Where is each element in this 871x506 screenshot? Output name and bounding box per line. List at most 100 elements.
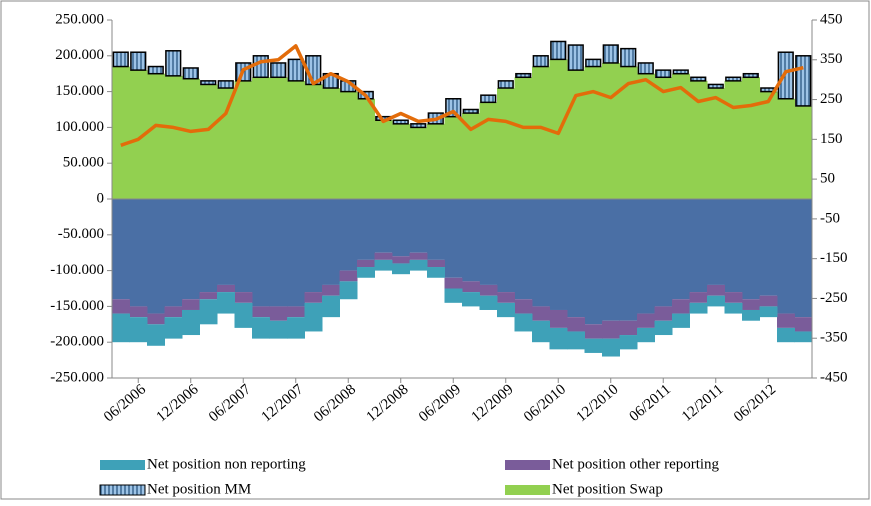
area-segment xyxy=(129,317,148,343)
y2-tick-label: -450 xyxy=(820,369,848,385)
area-segment xyxy=(532,320,550,343)
area-segment xyxy=(199,292,218,300)
area-segment xyxy=(182,199,200,300)
mm-bar xyxy=(707,83,724,89)
mm-bar xyxy=(602,44,619,64)
y2-tick-label: -350 xyxy=(820,330,848,346)
area-segment xyxy=(269,320,288,339)
x-tick-label: 12/2010 xyxy=(574,381,622,425)
y-tick-label: -100.000 xyxy=(50,262,104,278)
mm-bar xyxy=(690,76,707,82)
area-segment xyxy=(602,62,620,200)
area-segment xyxy=(672,199,690,300)
area-segment xyxy=(742,309,760,321)
area-segment xyxy=(252,317,270,339)
mm-bar xyxy=(620,47,637,68)
y2-tick-label: 150 xyxy=(820,131,843,147)
area-segment xyxy=(462,199,480,282)
y-tick-label: 250.000 xyxy=(55,11,104,27)
area-segment xyxy=(637,327,655,343)
area-segment xyxy=(444,288,463,303)
legend-label: Net position MM xyxy=(147,481,251,497)
area-segment xyxy=(707,88,725,199)
area-segment xyxy=(794,105,813,199)
y2-tick-label: -150 xyxy=(820,250,848,266)
legend-label: Net position non reporting xyxy=(147,456,306,472)
area-segment xyxy=(374,252,393,260)
area-segment xyxy=(654,77,673,199)
area-segment xyxy=(357,259,375,268)
y-tick-label: -50.000 xyxy=(58,226,104,242)
area-segment xyxy=(199,299,218,325)
area-segment xyxy=(497,302,515,318)
area-segment xyxy=(409,127,428,199)
area-segment xyxy=(707,295,725,307)
area-segment xyxy=(514,313,533,332)
price-line xyxy=(120,44,804,147)
area-segment xyxy=(602,199,620,321)
area-segment xyxy=(252,77,270,199)
area-segment xyxy=(357,267,375,278)
mm-bar xyxy=(795,55,812,107)
area-segment xyxy=(689,302,708,314)
area-segment xyxy=(147,324,165,346)
area-segment xyxy=(654,306,673,321)
mm-bar xyxy=(165,50,182,77)
legend-label: Net position other reporting xyxy=(552,456,720,472)
area-segment xyxy=(322,88,340,199)
area-segment xyxy=(497,199,515,293)
area-segment xyxy=(619,320,638,336)
area-segment xyxy=(549,309,568,328)
y-tick-label: 150.000 xyxy=(55,83,104,99)
area-segment xyxy=(287,80,305,199)
area-segment xyxy=(339,199,358,271)
area-segment xyxy=(304,302,323,332)
area-segment xyxy=(672,73,690,199)
x-tick-label: 12/2008 xyxy=(364,381,412,425)
area-segment xyxy=(427,123,445,199)
area-segment xyxy=(112,313,130,343)
area-segment xyxy=(497,88,515,199)
area-segment xyxy=(742,299,760,310)
mm-bar xyxy=(672,69,689,75)
area-segment xyxy=(602,338,620,357)
area-segment xyxy=(392,199,410,257)
area-segment xyxy=(112,299,130,314)
area-segment xyxy=(777,199,795,314)
y-tick-label: 50.000 xyxy=(63,155,104,171)
area-segment xyxy=(672,313,690,328)
area-segment xyxy=(707,199,725,285)
area-segment xyxy=(514,299,533,314)
area-segment xyxy=(637,199,655,314)
mm-bar xyxy=(200,80,217,86)
area-segment xyxy=(497,292,515,303)
area-segment xyxy=(217,292,235,314)
area-segment xyxy=(462,281,480,293)
legend-swatch xyxy=(100,460,145,470)
area-segment xyxy=(129,306,148,318)
y2-tick-label: 50 xyxy=(820,171,835,187)
area-segment xyxy=(619,66,638,199)
area-segment xyxy=(567,317,585,332)
area-segment xyxy=(112,66,130,199)
area-segment xyxy=(252,199,270,307)
y-tick-label: 100.000 xyxy=(55,119,104,135)
x-tick-label: 12/2009 xyxy=(469,381,517,425)
area-segment xyxy=(567,331,585,350)
y2-tick-label: -50 xyxy=(820,210,840,226)
area-segment xyxy=(584,199,603,325)
area-segment xyxy=(182,78,200,199)
area-segment xyxy=(269,306,288,321)
mm-bar xyxy=(252,55,269,79)
area-segment xyxy=(619,335,638,350)
area-segment xyxy=(724,199,743,293)
x-tick-label: 06/2008 xyxy=(311,381,359,425)
area-segment xyxy=(444,277,463,289)
mm-bar xyxy=(112,51,129,68)
area-segment xyxy=(619,199,638,321)
area-segment xyxy=(409,259,428,271)
area-segment xyxy=(164,75,183,199)
area-segment xyxy=(199,84,218,199)
